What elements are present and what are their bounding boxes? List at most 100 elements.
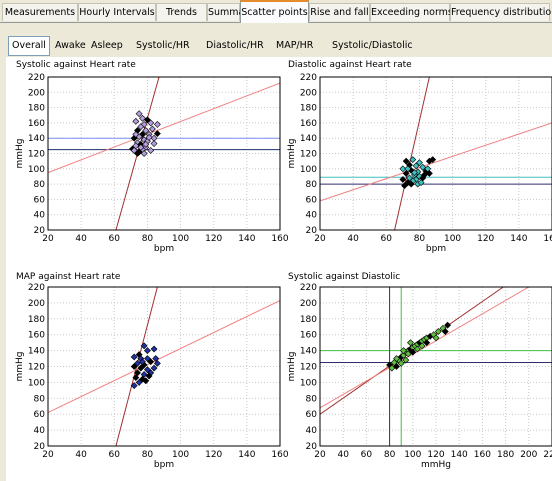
y-tick-label: 40 — [306, 426, 318, 436]
y-tick-label: 180 — [28, 104, 45, 114]
x-tick-label: 80 — [414, 234, 426, 244]
data-point — [142, 127, 150, 134]
regression-line — [48, 300, 280, 414]
y-tick-label: 200 — [28, 88, 45, 98]
tab-measurements[interactable]: Measurements — [2, 3, 78, 21]
data-point — [409, 348, 417, 356]
x-tick-label: 20 — [314, 234, 326, 244]
chart-4: Systolic against Diastolic 20 40 60 80 100 120… — [287, 272, 552, 470]
data-point — [130, 147, 138, 154]
y-tick-label: 220 — [28, 283, 45, 293]
data-point — [418, 342, 426, 350]
subtab-systolic-hr[interactable]: Systolic/HR — [136, 40, 190, 51]
x-tick-label: 80 — [142, 234, 154, 244]
data-point — [414, 345, 421, 353]
y-tick-label: 40 — [34, 426, 46, 436]
x-tick-label: 220 — [543, 450, 552, 460]
tab-hourly-intervals[interactable]: Hourly Intervals — [78, 3, 156, 21]
data-point — [402, 157, 410, 165]
y-axis-label: mmHg — [287, 351, 297, 381]
data-point — [132, 130, 140, 138]
data-point — [419, 163, 427, 171]
y-tick-label: 120 — [28, 150, 45, 160]
data-point — [153, 359, 161, 367]
x-tick-label: 140 — [238, 450, 255, 460]
y-tick-label: 220 — [300, 73, 317, 83]
data-point — [140, 371, 148, 378]
x-tick-label: 120 — [205, 450, 222, 460]
subtab-map-hr[interactable]: MAP/HR — [276, 40, 314, 51]
y-tick-label: 140 — [300, 347, 317, 357]
x-tick-label: 20 — [42, 450, 54, 460]
tab-scatter-points[interactable]: Scatter points — [240, 0, 309, 23]
data-point — [130, 382, 138, 390]
y-tick-label: 40 — [34, 211, 46, 221]
x-tick-label: 100 — [444, 234, 461, 244]
x-tick-label: 100 — [172, 234, 189, 244]
data-point — [399, 176, 407, 183]
data-point — [420, 171, 428, 179]
data-point — [404, 165, 412, 173]
data-point — [441, 328, 449, 335]
y-tick-label: 200 — [300, 299, 317, 309]
x-tick-label: 160 — [271, 234, 288, 244]
x-tick-label: 60 — [381, 234, 393, 244]
subtab-awake[interactable]: Awake — [55, 40, 86, 51]
x-tick-label: 160 — [474, 450, 491, 460]
data-point — [407, 180, 415, 188]
y-axis-label: mmHg — [287, 138, 297, 168]
data-point — [144, 355, 151, 362]
data-point — [144, 347, 151, 355]
y-tick-label: 180 — [300, 104, 317, 114]
data-point — [150, 345, 158, 353]
tab-trends[interactable]: Trends — [156, 3, 207, 21]
data-point — [145, 134, 153, 141]
data-point — [147, 119, 155, 127]
subtab-diastolic-hr[interactable]: Diastolic/HR — [206, 40, 264, 51]
data-point — [132, 117, 140, 125]
y-tick-label: 20 — [306, 442, 318, 452]
y-tick-label: 100 — [28, 378, 45, 388]
data-point — [152, 355, 160, 362]
x-tick-label: 60 — [109, 234, 121, 244]
data-point — [401, 182, 408, 190]
data-point — [429, 156, 437, 164]
y-tick-label: 60 — [306, 410, 318, 420]
y-tick-label: 200 — [28, 299, 45, 309]
subtab-systolic-diastolic[interactable]: Systolic/Diastolic — [332, 40, 413, 51]
y-axis-label: mmHg — [15, 351, 25, 381]
y-tick-label: 80 — [34, 394, 46, 404]
x-tick-label: 20 — [314, 450, 326, 460]
data-point — [139, 114, 146, 122]
plot-content — [320, 287, 552, 446]
y-tick-label: 80 — [306, 394, 318, 404]
chart-3: MAP against Heart rate 20 40 60 80 100 120 140 1… — [15, 272, 289, 470]
tab-rise-and-fall[interactable]: Rise and fall — [309, 3, 370, 21]
y-tick-label: 20 — [34, 226, 46, 236]
x-tick-label: 60 — [109, 450, 121, 460]
x-tick-label: 40 — [75, 450, 87, 460]
regression-line — [320, 287, 530, 409]
y-tick-label: 140 — [300, 134, 317, 144]
data-point — [135, 378, 143, 386]
tab-exceeding-norms[interactable]: Exceeding norms — [370, 3, 453, 21]
x-tick-label: 100 — [404, 450, 421, 460]
tab-frequency-distribution[interactable]: Frequency distribution — [450, 3, 552, 21]
y-tick-label: 180 — [300, 315, 317, 325]
data-point — [140, 342, 148, 350]
subtab-asleep[interactable]: Asleep — [91, 40, 123, 51]
x-tick-label: 120 — [477, 234, 494, 244]
plot-content — [48, 77, 280, 230]
y-tick-label: 20 — [306, 226, 318, 236]
y-tick-label: 120 — [28, 363, 45, 373]
subtab-overall[interactable]: Overall — [8, 36, 50, 56]
x-tick-label: 140 — [510, 234, 527, 244]
y-tick-label: 160 — [300, 331, 317, 341]
data-point — [130, 363, 138, 370]
tab-summary[interactable]: Summary — [207, 3, 254, 21]
y-tick-label: 60 — [34, 195, 46, 205]
data-point — [424, 165, 432, 173]
data-point — [135, 110, 143, 118]
y-tick-label: 140 — [28, 347, 45, 357]
x-tick-label: 160 — [543, 234, 552, 244]
